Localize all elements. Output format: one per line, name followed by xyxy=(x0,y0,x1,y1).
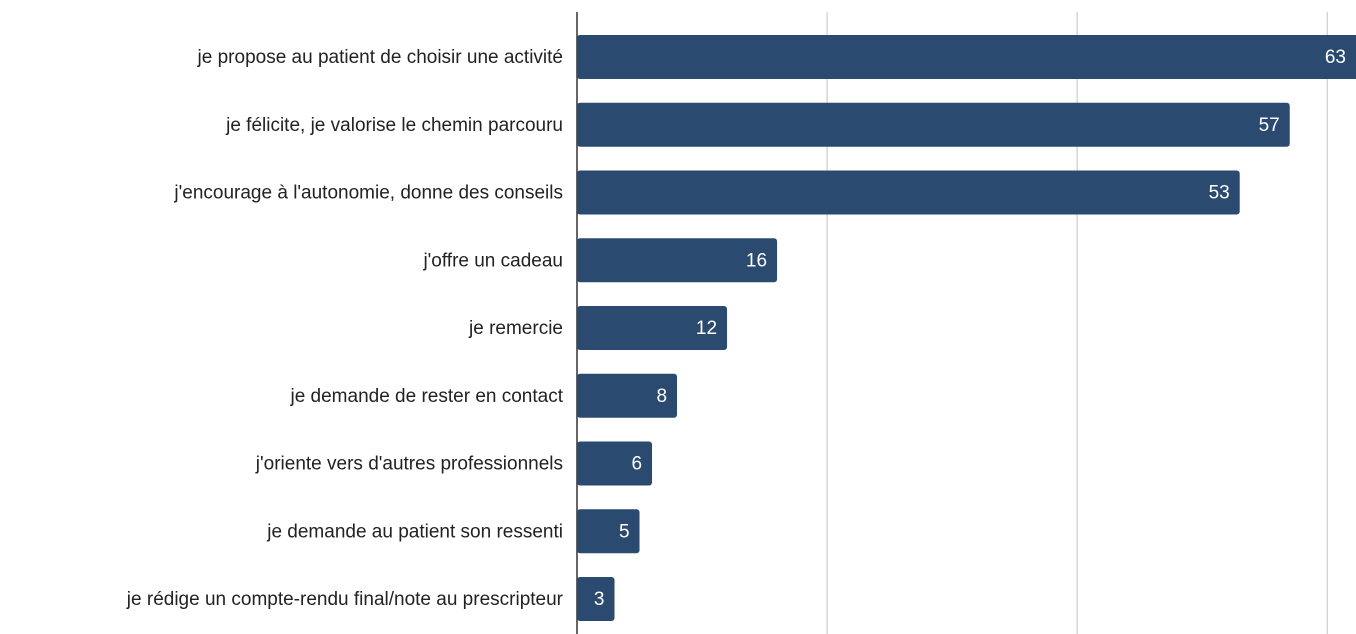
value-label: 5 xyxy=(619,521,630,542)
bar xyxy=(577,306,728,350)
y-tick-label: j'oriente vers d'autres professionnels xyxy=(255,454,563,475)
bar xyxy=(577,441,653,486)
value-label: 8 xyxy=(656,386,667,407)
value-label: 12 xyxy=(696,318,717,339)
value-label: 16 xyxy=(746,250,767,271)
value-label: 63 xyxy=(1325,47,1346,68)
y-tick-label: j'offre un cadeau xyxy=(422,250,563,271)
y-tick-label: j'encourage à l'autonomie, donne des con… xyxy=(173,183,563,204)
value-label: 57 xyxy=(1259,115,1280,136)
bar xyxy=(577,170,1240,215)
value-label: 53 xyxy=(1209,183,1230,204)
y-tick-label: je demande au patient son ressenti xyxy=(266,521,563,542)
y-tick-label: je propose au patient de choisir une act… xyxy=(197,47,563,68)
value-label: 3 xyxy=(594,589,605,610)
y-tick-label: je rédige un compte-rendu final/note au … xyxy=(126,589,564,610)
bar xyxy=(577,35,1356,79)
y-tick-label: je remercie xyxy=(468,318,563,339)
y-tick-label: je félicite, je valorise le chemin parco… xyxy=(225,115,563,136)
bar xyxy=(577,373,678,418)
y-tick-label: je demande de rester en contact xyxy=(289,386,563,407)
value-label: 6 xyxy=(631,454,642,475)
bar xyxy=(577,102,1290,147)
bar xyxy=(577,577,615,621)
bar xyxy=(577,509,640,554)
bar xyxy=(577,238,778,283)
